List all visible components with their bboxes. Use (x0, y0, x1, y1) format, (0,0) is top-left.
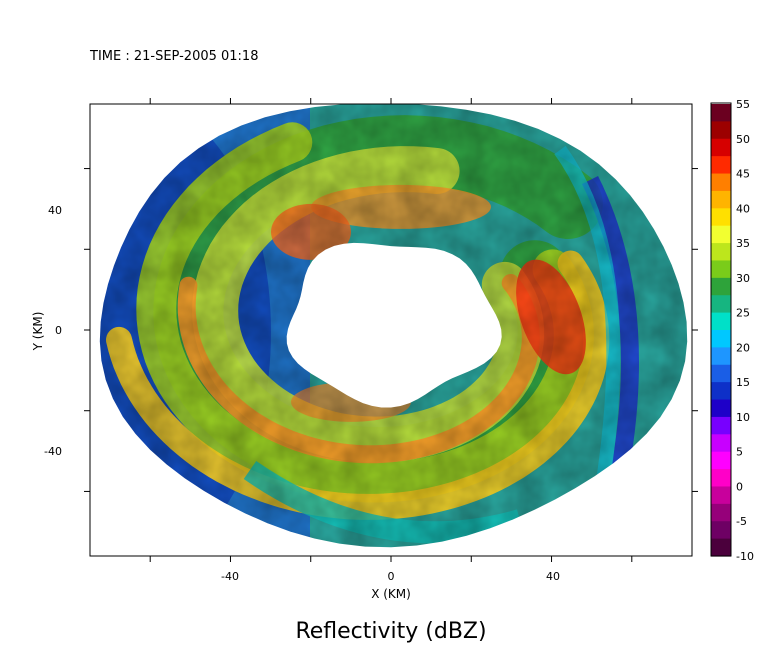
x-axis: -40 0 40 X (KM) (221, 570, 560, 601)
y-axis-title: Y (KM) (31, 312, 45, 352)
colorbar-label: 25 (736, 307, 750, 320)
colorbar-label: 35 (736, 237, 750, 250)
colorbar-swatch (711, 434, 731, 453)
colorbar-swatch (711, 521, 731, 540)
x-axis-title: X (KM) (371, 587, 411, 601)
y-tick-label-0: 0 (55, 324, 62, 337)
colorbar-swatch (711, 173, 731, 192)
y-tick-label-neg40: -40 (44, 445, 62, 458)
colorbar-swatch (711, 208, 731, 227)
colorbar-swatch (711, 121, 731, 140)
colorbar-label: 50 (736, 133, 750, 146)
colorbar-label: -5 (736, 515, 747, 528)
axis-ticks (84, 98, 698, 562)
colorbar-swatch (711, 260, 731, 279)
colorbar-swatch (711, 190, 731, 209)
colorbar-swatch (711, 225, 731, 244)
colorbar-label: 10 (736, 411, 750, 424)
colorbar-swatch (711, 486, 731, 505)
colorbar-swatch (711, 364, 731, 383)
colorbar-swatch (711, 104, 731, 122)
colorbar-label: -10 (736, 550, 754, 563)
colorbar-label: 45 (736, 168, 750, 181)
colorbar-label: 55 (736, 98, 750, 111)
colorbar-label: 5 (736, 446, 743, 459)
colorbar-label: 15 (736, 376, 750, 389)
colorbar-label: 0 (736, 481, 743, 494)
y-axis: 40 0 -40 Y (KM) (31, 204, 62, 458)
colorbar-swatch (711, 399, 731, 418)
y-tick-label-40: 40 (48, 204, 62, 217)
chart-title: Reflectivity (dBZ) (295, 619, 486, 644)
x-tick-label-neg40: -40 (221, 570, 239, 583)
timestamp-label: TIME : 21-SEP-2005 01:18 (89, 49, 258, 64)
colorbar-swatch (711, 277, 731, 296)
colorbar-swatch (711, 382, 731, 401)
colorbar-label: 20 (736, 341, 750, 354)
plot-area (84, 98, 698, 562)
colorbar-swatch (711, 156, 731, 175)
colorbar-swatch (711, 538, 731, 557)
x-tick-label-40: 40 (546, 570, 560, 583)
colorbar-swatch (711, 347, 731, 366)
colorbar-label: 40 (736, 202, 750, 215)
colorbar-frame (710, 102, 732, 557)
reflectivity-field (90, 104, 692, 556)
colorbar-swatch (711, 469, 731, 488)
colorbar-swatch (711, 295, 731, 314)
colorbar-swatch (711, 330, 731, 348)
colorbar-swatch (711, 451, 731, 470)
x-tick-label-0: 0 (388, 570, 395, 583)
colorbar-swatch (711, 312, 731, 331)
colorbar-swatch (711, 243, 731, 262)
colorbar-swatch (711, 138, 731, 157)
colorbar-label: 30 (736, 272, 750, 285)
colorbar-swatch (711, 503, 731, 522)
colorbar-swatch (711, 416, 731, 435)
